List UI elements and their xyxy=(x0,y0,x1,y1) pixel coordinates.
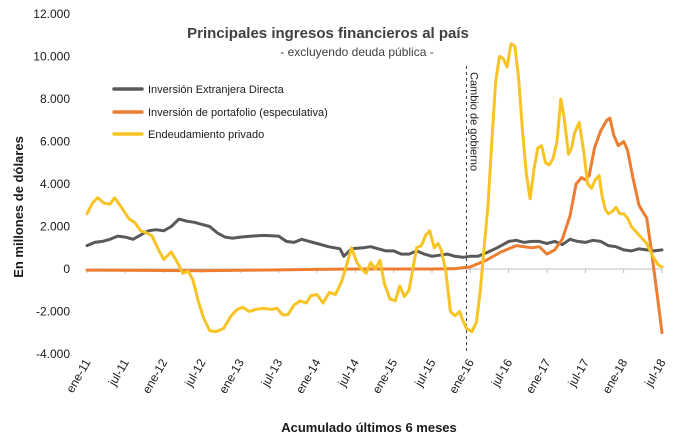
legend-label-portafolio: Inversión de portafolio (especulativa) xyxy=(148,107,328,119)
y-tick-label: 4.000 xyxy=(40,177,70,191)
y-tick-label: 12.000 xyxy=(33,7,70,21)
y-tick-label: 0 xyxy=(63,262,70,276)
series-line-endeudamiento-privado xyxy=(85,42,664,334)
y-tick-label: 2.000 xyxy=(40,220,70,234)
x-axis-title: Acumulado últimos 6 meses xyxy=(281,420,457,435)
legend-label-endeudamiento: Endeudamiento privado xyxy=(148,129,264,141)
y-tick-label: 10.000 xyxy=(33,50,70,64)
y-axis-tick-labels: 12.000 10.000 8.000 6.000 4.000 2.000 0 -2.000 -… xyxy=(33,7,70,361)
series-line-inversion-extranjera-directa xyxy=(85,217,664,259)
y-axis-title: En millones de dólares xyxy=(11,136,26,278)
chart-subtitle: - excluyendo deuda pública - xyxy=(280,45,433,59)
y-tick-label: -2.000 xyxy=(36,305,70,319)
annotation-label: Cambio de gobierno xyxy=(468,72,480,171)
y-tick-label: -4.000 xyxy=(36,347,70,361)
chart-title: Principales ingresos financieros al país xyxy=(187,25,469,42)
y-tick-label: 6.000 xyxy=(40,135,70,149)
series-lines xyxy=(85,42,664,335)
legend: Inversión Extranjera Directa Inversión d… xyxy=(112,84,328,141)
series-line-inversion-portafolio xyxy=(85,116,664,335)
legend-label-ied: Inversión Extranjera Directa xyxy=(148,84,285,96)
y-tick-label: 8.000 xyxy=(40,92,70,106)
